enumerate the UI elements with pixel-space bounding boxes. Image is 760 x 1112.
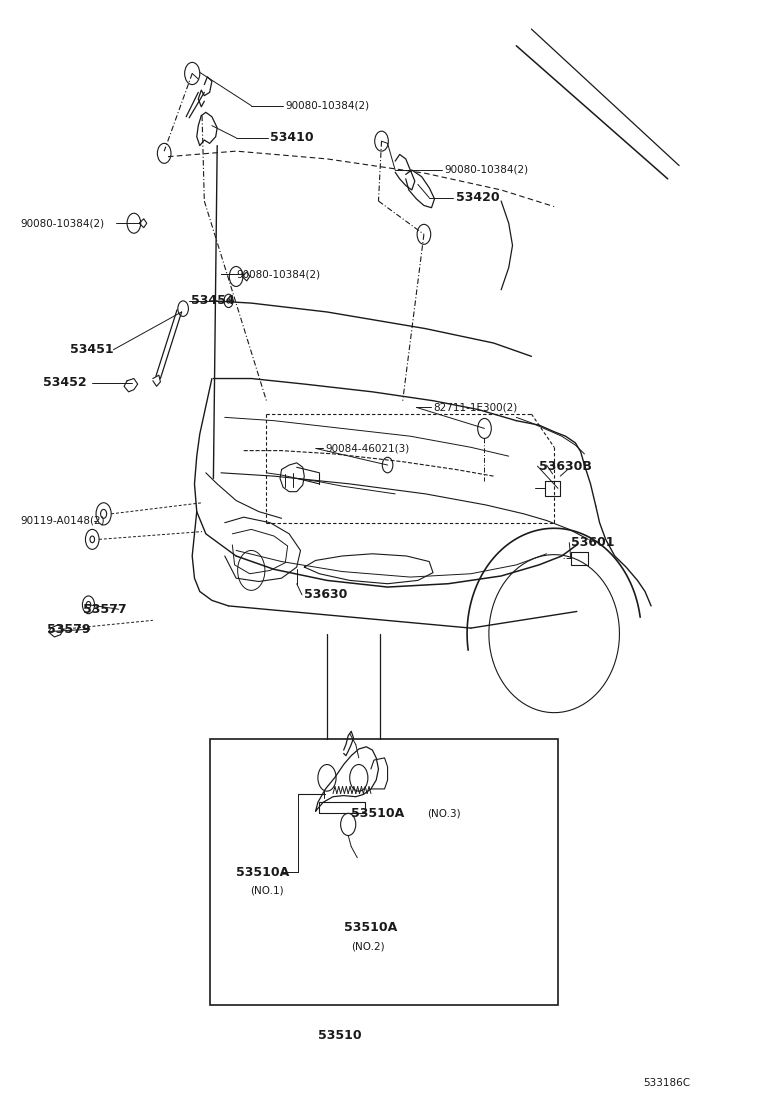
Text: 53630B: 53630B xyxy=(539,459,592,473)
Text: 53451: 53451 xyxy=(69,344,113,356)
Circle shape xyxy=(100,509,106,518)
Text: 53510: 53510 xyxy=(318,1029,362,1042)
Text: 53510A: 53510A xyxy=(236,865,290,878)
Text: 90080-10384(2): 90080-10384(2) xyxy=(285,101,369,111)
Text: (NO.2): (NO.2) xyxy=(351,942,385,952)
Text: 90080-10384(2): 90080-10384(2) xyxy=(445,165,528,175)
Text: 53452: 53452 xyxy=(43,377,87,389)
Text: 53510A: 53510A xyxy=(344,921,397,934)
Text: (NO.1): (NO.1) xyxy=(250,886,283,896)
Text: 53577: 53577 xyxy=(83,603,127,616)
Text: 53630: 53630 xyxy=(304,588,347,602)
Text: 53601: 53601 xyxy=(571,536,614,549)
Text: 90080-10384(2): 90080-10384(2) xyxy=(236,269,320,279)
Text: (NO.3): (NO.3) xyxy=(427,808,461,818)
Bar xyxy=(210,739,558,1005)
Text: 53420: 53420 xyxy=(456,191,499,205)
Text: 53410: 53410 xyxy=(271,131,314,145)
Text: 53454: 53454 xyxy=(191,295,234,307)
Text: 90084-46021(3): 90084-46021(3) xyxy=(325,444,410,454)
Text: 53579: 53579 xyxy=(47,623,90,636)
Circle shape xyxy=(227,299,230,304)
Text: 53510A: 53510A xyxy=(351,807,404,820)
Text: 90119-A0148(2): 90119-A0148(2) xyxy=(21,516,105,526)
Text: 82711-1E300(2): 82711-1E300(2) xyxy=(433,403,518,413)
Circle shape xyxy=(86,602,90,608)
Text: 90080-10384(2): 90080-10384(2) xyxy=(21,218,104,228)
Circle shape xyxy=(90,536,94,543)
Text: 533186C: 533186C xyxy=(644,1078,691,1088)
